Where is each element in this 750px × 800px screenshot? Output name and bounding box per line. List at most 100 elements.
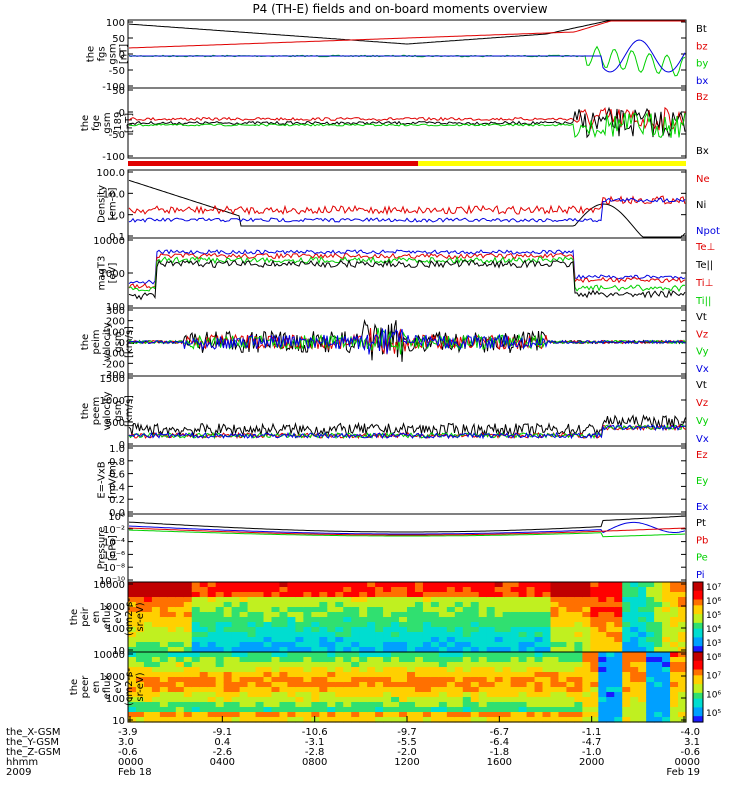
heatmap-cell xyxy=(367,592,376,598)
heatmap-cell xyxy=(502,647,512,653)
heatmap-cell xyxy=(255,637,265,643)
heatmap-cell xyxy=(175,682,185,688)
heatmap-cell xyxy=(191,652,201,658)
heatmap-cell xyxy=(654,707,663,713)
heatmap-cell xyxy=(462,642,472,648)
heatmap-cell xyxy=(518,632,528,638)
heatmap-cell xyxy=(343,632,352,638)
heatmap-cell xyxy=(255,717,265,723)
legend-entry: Npot xyxy=(696,226,720,237)
heatmap-cell xyxy=(375,702,384,708)
heatmap-cell xyxy=(662,602,671,608)
heatmap-cell xyxy=(622,597,631,603)
heatmap-cell xyxy=(207,607,217,613)
heatmap-cell xyxy=(399,682,408,688)
heatmap-cell xyxy=(391,632,400,638)
heatmap-cell xyxy=(582,687,591,693)
heatmap-cell xyxy=(470,717,480,723)
heatmap-cell xyxy=(462,582,472,588)
heatmap-cell xyxy=(407,592,416,598)
heatmap-cell xyxy=(151,587,161,593)
heatmap-cell xyxy=(287,647,296,653)
heatmap-cell xyxy=(175,592,185,598)
heatmap-cell xyxy=(247,692,257,698)
heatmap-cell xyxy=(375,697,384,703)
heatmap-cell xyxy=(438,627,448,633)
heatmap-cell xyxy=(574,702,583,708)
heatmap-cell xyxy=(383,677,392,683)
heatmap-cell xyxy=(311,607,320,613)
heatmap-cell xyxy=(590,597,599,603)
y-tick-label: -50 xyxy=(109,130,125,141)
heatmap-cell xyxy=(287,622,296,628)
heatmap-cell xyxy=(327,617,336,623)
heatmap-cell xyxy=(223,667,233,673)
heatmap-cell xyxy=(622,642,631,648)
heatmap-cell xyxy=(670,662,679,668)
heatmap-cell xyxy=(327,612,336,618)
colorbar-cell xyxy=(693,611,703,615)
heatmap-cell xyxy=(247,582,257,588)
heatmap-cell xyxy=(128,632,137,638)
heatmap-cell xyxy=(183,667,193,673)
heatmap-cell xyxy=(598,687,607,693)
heatmap-cell xyxy=(343,712,352,718)
heatmap-cell xyxy=(335,582,344,588)
y-tick-label: 1.0 xyxy=(109,211,125,222)
heatmap-cell xyxy=(319,657,328,663)
heatmap-cell xyxy=(462,667,472,673)
heatmap-cell xyxy=(319,637,328,643)
heatmap-cell xyxy=(542,687,552,693)
heatmap-cell xyxy=(223,647,233,653)
heatmap-cell xyxy=(590,637,599,643)
heatmap-cell xyxy=(430,707,440,713)
heatmap-cell xyxy=(678,627,687,633)
heatmap-cell xyxy=(255,677,265,683)
heatmap-cell xyxy=(582,702,591,708)
heatmap-cell xyxy=(614,597,623,603)
heatmap-cell xyxy=(151,622,161,628)
heatmap-cell xyxy=(446,717,456,723)
heatmap-cell xyxy=(215,592,225,598)
heatmap-cell xyxy=(151,597,161,603)
heatmap-cell xyxy=(239,672,249,678)
heatmap-cell xyxy=(335,617,344,623)
colorbar-cell xyxy=(693,637,703,641)
temp-frame xyxy=(127,237,687,309)
heatmap-cell xyxy=(542,617,552,623)
heatmap-cell xyxy=(662,617,671,623)
heatmap-cell xyxy=(510,587,520,593)
heatmap-cell xyxy=(582,667,591,673)
heatmap-cell xyxy=(199,597,209,603)
heatmap-cell xyxy=(319,677,328,683)
heatmap-cell xyxy=(542,587,552,593)
heatmap-cell xyxy=(486,622,496,628)
heatmap-cell xyxy=(367,717,376,723)
heatmap-cell xyxy=(550,697,560,703)
heatmap-cell xyxy=(550,622,560,628)
heatmap-cell xyxy=(287,662,296,668)
heatmap-cell xyxy=(271,677,281,683)
heatmap-cell xyxy=(678,667,687,673)
heatmap-cell xyxy=(135,612,145,618)
y-tick-label: 300 xyxy=(106,306,125,317)
heatmap-cell xyxy=(167,587,177,593)
heatmap-cell xyxy=(574,592,583,598)
heatmap-cell xyxy=(151,682,161,688)
heatmap-cell xyxy=(271,597,281,603)
heatmap-cell xyxy=(414,627,424,633)
heatmap-cell xyxy=(279,597,289,603)
heatmap-cell xyxy=(646,657,655,663)
heatmap-cell xyxy=(367,647,376,653)
heatmap-cell xyxy=(207,712,217,718)
heatmap-cell xyxy=(438,712,448,718)
heatmap-cell xyxy=(223,662,233,668)
colorbar-cell xyxy=(693,625,703,630)
legend-entry: by xyxy=(696,59,708,70)
heatmap-cell xyxy=(151,642,161,648)
heatmap-cell xyxy=(678,682,687,688)
heatmap-cell xyxy=(263,592,273,598)
heatmap-cell xyxy=(526,612,536,618)
heatmap-cell xyxy=(231,657,241,663)
heatmap-cell xyxy=(311,582,320,588)
